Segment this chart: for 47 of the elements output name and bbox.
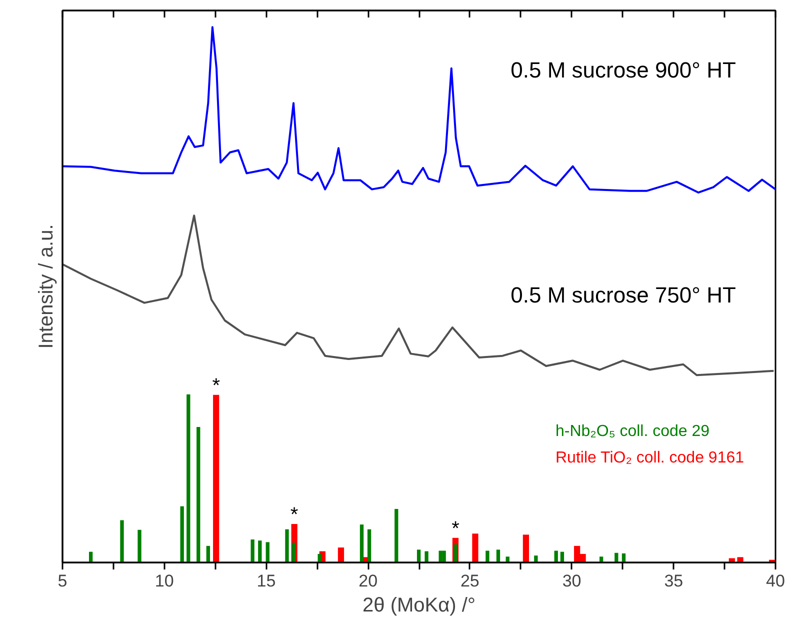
bar bbox=[394, 508, 398, 562]
x-tick-label: 5 bbox=[58, 572, 68, 590]
bar bbox=[285, 529, 289, 562]
x-axis-title: 2θ (MoKα) /° bbox=[362, 594, 476, 616]
bar bbox=[534, 556, 538, 562]
bar bbox=[506, 556, 510, 562]
bar bbox=[737, 557, 744, 562]
annotation: * bbox=[452, 518, 460, 540]
text: 0.5 M sucrose 750° HT bbox=[510, 282, 736, 308]
bar bbox=[424, 551, 428, 562]
bar bbox=[472, 534, 478, 562]
bar bbox=[728, 558, 735, 562]
y-axis-title: Intensity / a.u. bbox=[36, 224, 58, 349]
bar bbox=[454, 544, 458, 562]
bar bbox=[292, 542, 296, 562]
annotation: * bbox=[290, 504, 298, 526]
bar bbox=[186, 394, 190, 562]
annotation: * bbox=[212, 374, 220, 397]
bar bbox=[496, 550, 500, 562]
x-tick-label: 40 bbox=[766, 572, 785, 590]
x-tick-label: 20 bbox=[358, 572, 378, 590]
x-tick-label: 30 bbox=[562, 572, 582, 590]
text: h-Nb₂O₅ coll. code 29 bbox=[555, 422, 710, 440]
x-tick-label: 35 bbox=[664, 572, 684, 590]
text: 0.5 M sucrose 900° HT bbox=[510, 57, 736, 82]
bar bbox=[338, 548, 344, 562]
bar bbox=[599, 556, 604, 562]
bar bbox=[138, 530, 142, 562]
bar bbox=[180, 506, 184, 562]
bar bbox=[250, 539, 254, 562]
x-tick-label: 15 bbox=[256, 572, 276, 590]
bar bbox=[367, 529, 372, 562]
x-tick-label: 25 bbox=[460, 572, 480, 590]
bar bbox=[486, 550, 490, 562]
bar bbox=[120, 520, 124, 562]
bar bbox=[554, 550, 558, 562]
bar bbox=[213, 394, 220, 562]
bar bbox=[266, 542, 270, 562]
bar bbox=[360, 524, 364, 562]
bar bbox=[522, 534, 530, 562]
bar bbox=[416, 550, 421, 562]
bar bbox=[196, 427, 200, 562]
text: Rutile TiO₂ coll. code 9161 bbox=[555, 450, 744, 467]
bar bbox=[442, 550, 446, 562]
bar bbox=[206, 546, 210, 562]
x-tick-label: 10 bbox=[154, 572, 174, 590]
bar bbox=[258, 540, 262, 562]
